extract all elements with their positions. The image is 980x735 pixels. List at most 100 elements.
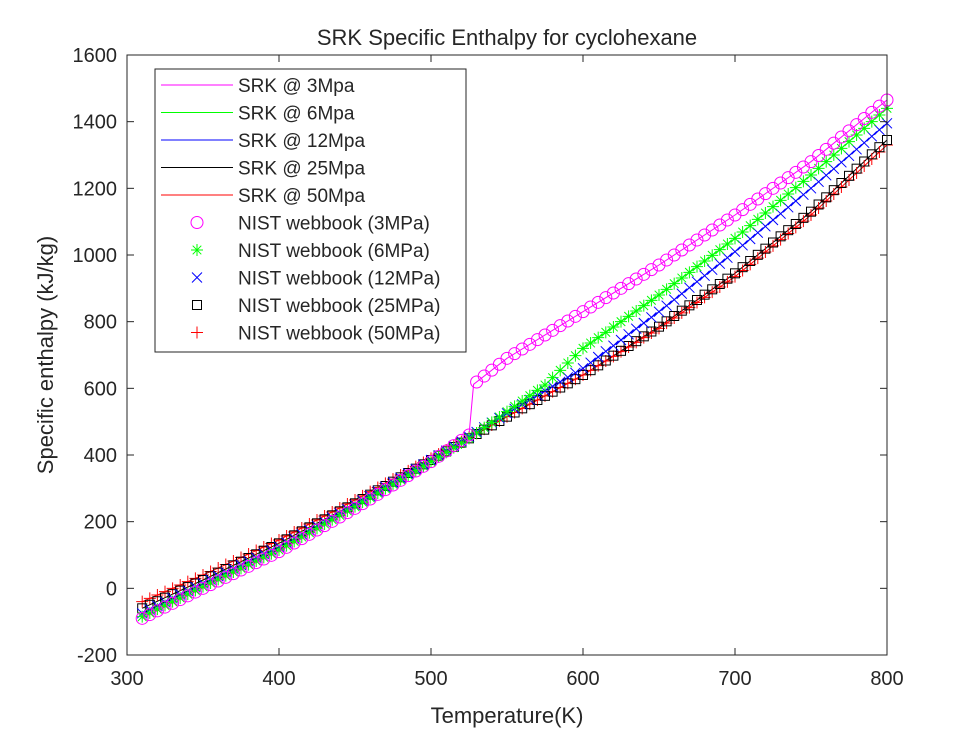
legend-box (154, 68, 467, 353)
data-point (159, 599, 171, 612)
data-point (470, 427, 483, 439)
data-point (813, 199, 824, 210)
legend-label: NIST webbook (12MPa) (238, 269, 440, 290)
data-point (684, 300, 695, 311)
data-point (500, 351, 514, 365)
data-point (379, 482, 392, 495)
data-point (136, 610, 149, 623)
y-tick-label: 0 (106, 578, 117, 600)
marker-layer (135, 93, 894, 625)
data-point (295, 532, 309, 546)
data-point (592, 351, 604, 363)
data-point (858, 137, 870, 149)
data-point (356, 497, 370, 511)
data-point (653, 289, 665, 301)
axes-layer: 300 400 500 600 700 800 -200 0 200 400 600 800 1000 1… (73, 45, 904, 690)
data-point (364, 491, 377, 504)
data-point (189, 584, 202, 597)
data-point (333, 509, 346, 522)
data-point (584, 337, 597, 349)
data-point (455, 437, 468, 449)
data-point (591, 295, 605, 309)
data-point (707, 284, 718, 295)
data-point (265, 547, 278, 560)
data-point (789, 181, 802, 194)
data-point (159, 585, 171, 598)
data-point (235, 562, 247, 575)
data-point (615, 315, 627, 328)
data-point (386, 478, 400, 492)
data-point (729, 232, 741, 245)
data-point (668, 294, 680, 306)
data-point (737, 262, 748, 273)
data-point (576, 305, 590, 319)
data-point (188, 585, 202, 599)
data-point (326, 513, 339, 526)
data-point (523, 337, 537, 351)
data-point (623, 328, 634, 340)
y-tick-label: -200 (77, 645, 117, 667)
data-point (378, 483, 392, 497)
data-point (211, 574, 225, 588)
data-point (698, 228, 712, 242)
data-point (136, 595, 149, 608)
data-point (196, 581, 210, 595)
data-point (805, 169, 817, 181)
data-point (143, 606, 156, 619)
data-point (812, 162, 825, 175)
data-point (713, 218, 727, 232)
data-point (546, 323, 560, 337)
data-point (592, 331, 605, 344)
x-tick-label: 400 (262, 668, 295, 690)
data-point (637, 267, 651, 281)
y-tick-label: 200 (84, 512, 117, 534)
data-point (828, 185, 839, 196)
data-point (531, 384, 544, 397)
marker-series-1 (136, 102, 893, 623)
data-point (859, 156, 870, 167)
data-point (387, 478, 399, 491)
data-point (242, 559, 256, 573)
data-point (683, 266, 696, 279)
x-tick-label: 600 (566, 668, 599, 690)
data-point (204, 577, 217, 589)
y-tick-label: 400 (84, 445, 117, 467)
data-point (676, 305, 687, 316)
data-point (425, 455, 437, 468)
data-point (569, 349, 582, 362)
data-point (394, 473, 407, 486)
data-point (530, 333, 544, 347)
x-axis-label: Temperature(K) (431, 703, 584, 728)
data-point (135, 611, 149, 625)
data-point (744, 219, 757, 232)
data-point (166, 596, 180, 610)
legend-label: NIST webbook (3MPa) (238, 214, 430, 235)
data-point (493, 411, 506, 423)
data-point (181, 589, 195, 603)
data-point (774, 194, 787, 207)
data-point (690, 233, 704, 247)
data-point (174, 579, 187, 591)
data-point (775, 231, 786, 242)
data-point (561, 357, 574, 369)
data-point (151, 603, 164, 616)
data-point (706, 264, 718, 276)
data-point (417, 460, 430, 473)
data-point (736, 226, 749, 238)
y-tick-label: 800 (84, 312, 117, 334)
data-point (318, 519, 332, 533)
data-point (622, 310, 635, 323)
legend-label: NIST webbook (50MPa) (238, 324, 440, 345)
data-point (608, 340, 619, 352)
data-point (866, 130, 878, 142)
data-point (348, 501, 362, 515)
x-tick-label: 500 (414, 668, 447, 690)
data-point (341, 505, 354, 517)
data-point (250, 555, 263, 567)
data-point (630, 305, 643, 317)
data-point (730, 268, 740, 279)
data-point (204, 578, 218, 592)
data-point (844, 170, 854, 181)
data-point (401, 469, 415, 483)
